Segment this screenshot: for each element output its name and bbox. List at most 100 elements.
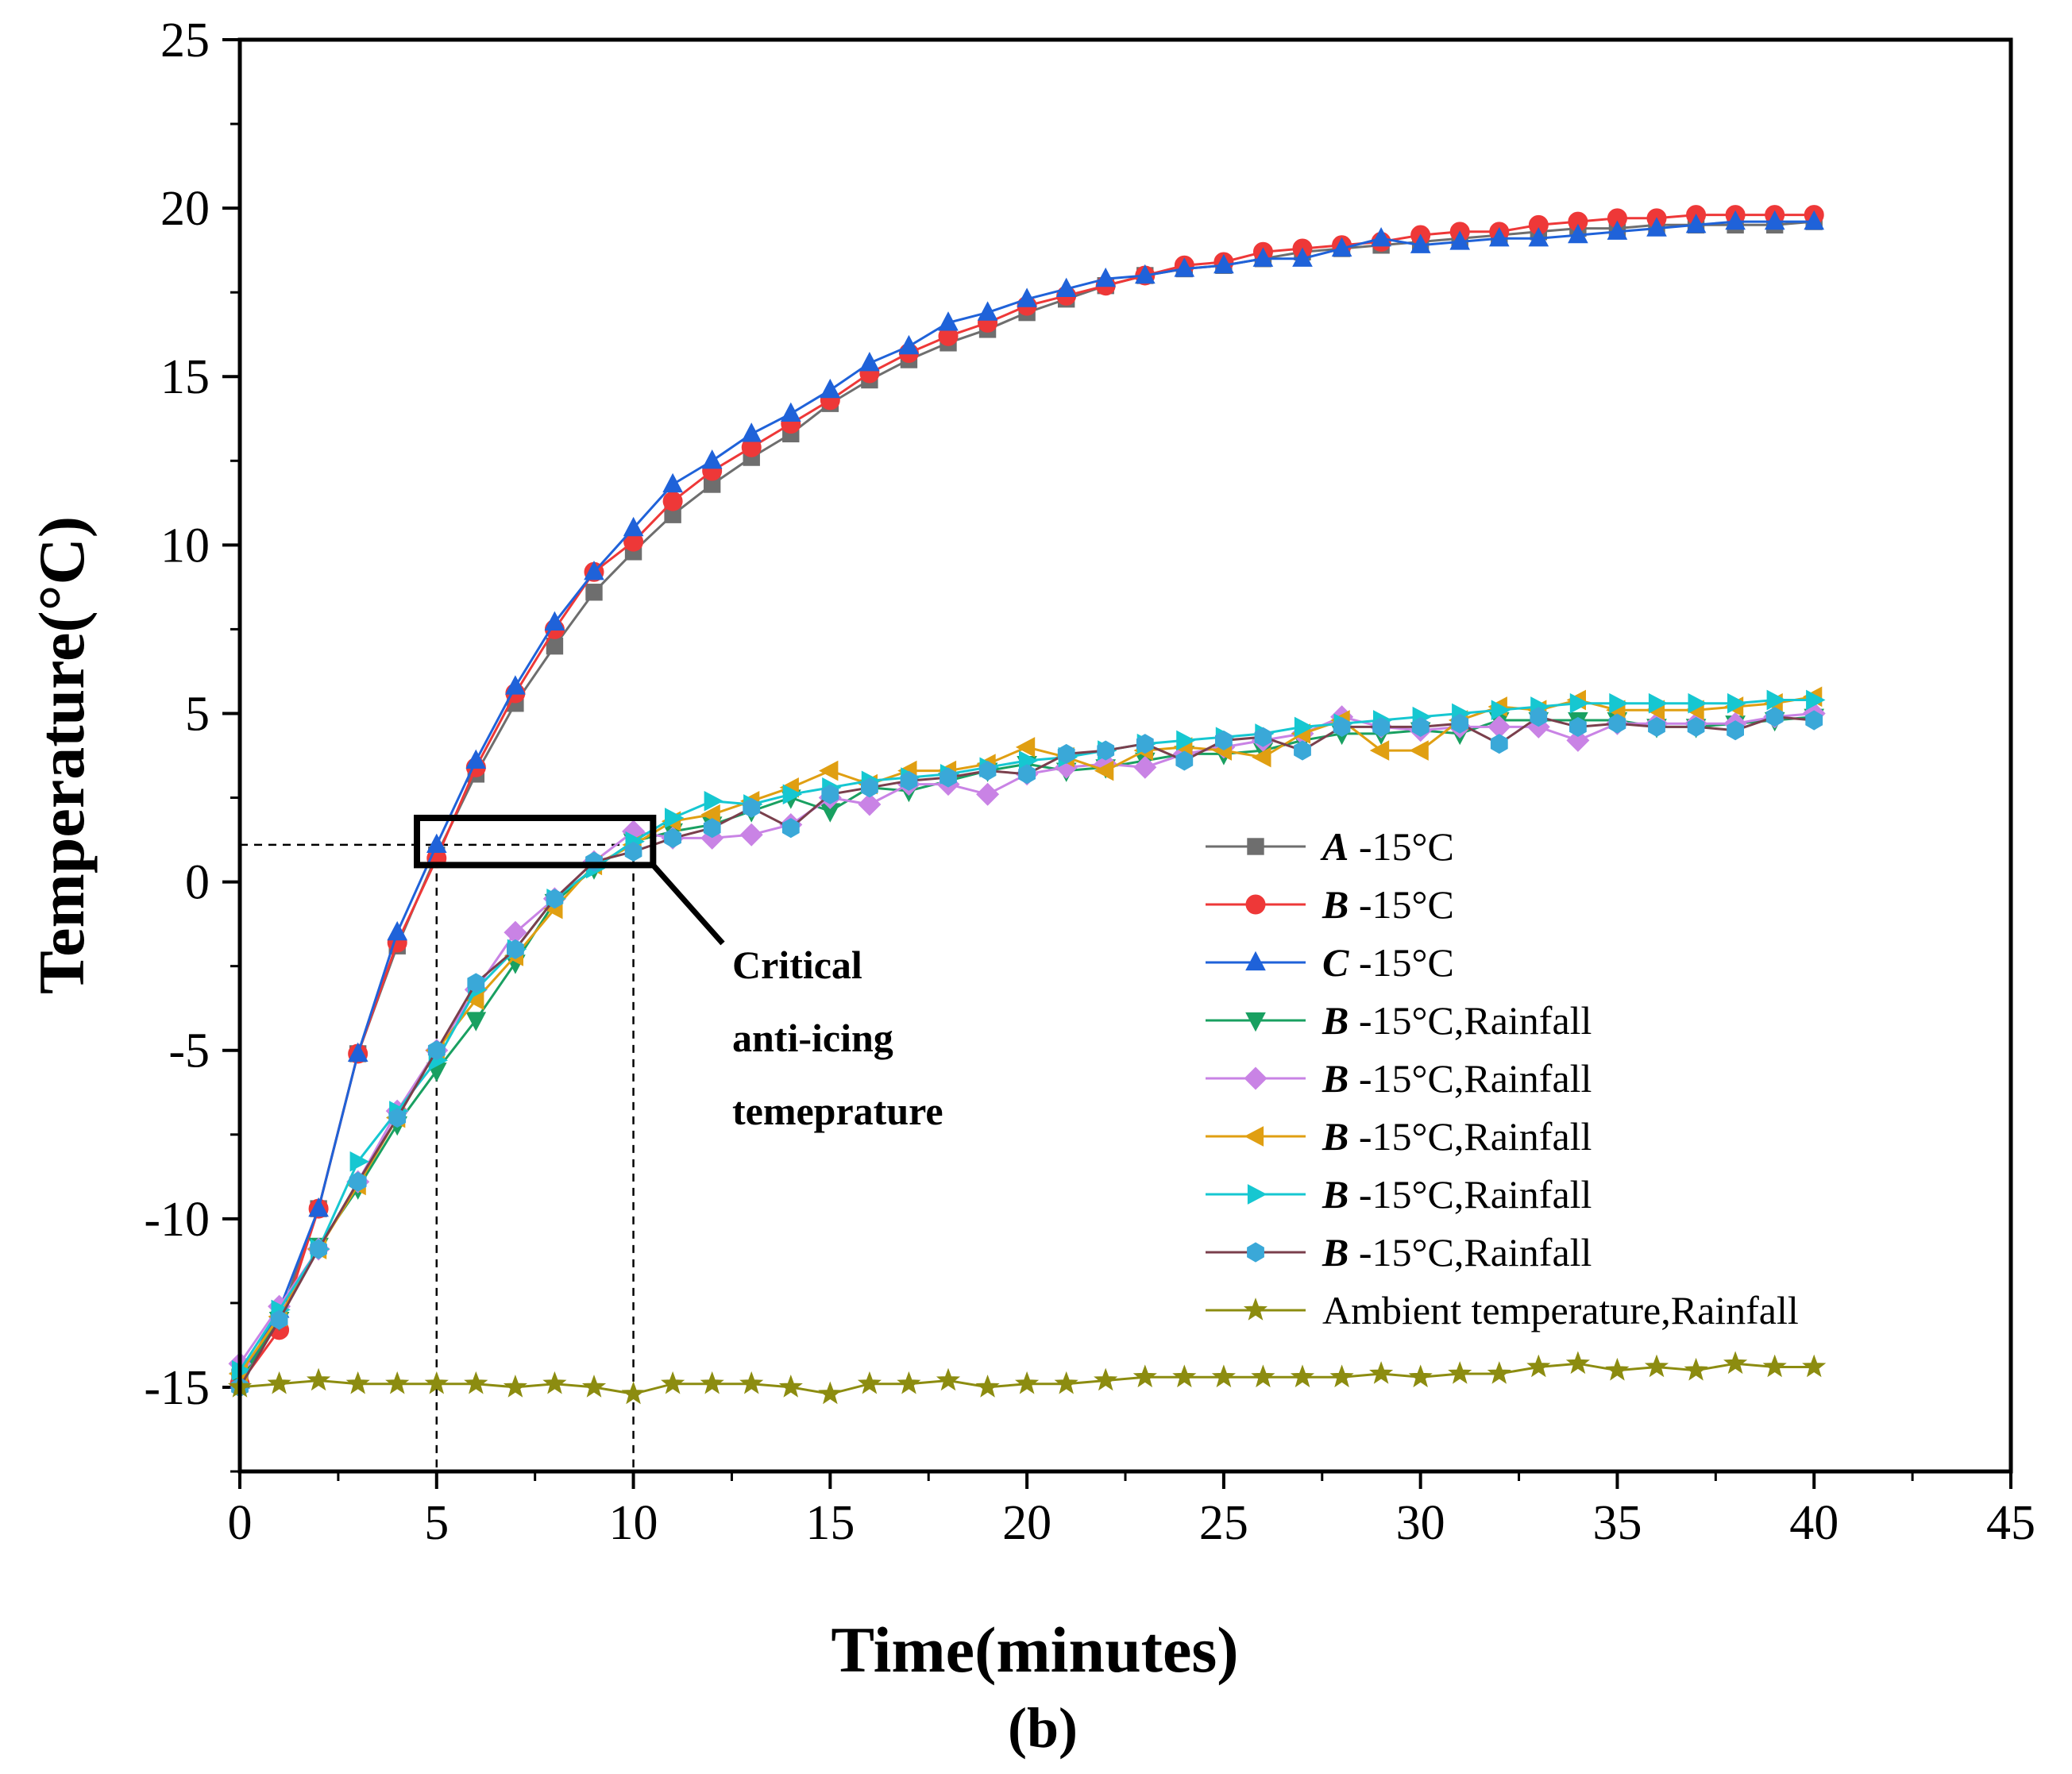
data-point — [1245, 894, 1266, 915]
data-point — [1247, 1184, 1268, 1205]
x-tick-label: 30 — [1396, 1496, 1445, 1550]
data-point — [308, 1197, 329, 1217]
data-point — [1243, 1298, 1268, 1321]
x-tick-label: 45 — [1986, 1496, 2035, 1550]
legend-label-text: -15°C — [1349, 940, 1454, 985]
data-point — [1132, 1364, 1157, 1388]
data-point — [623, 516, 644, 537]
data-point — [1244, 1126, 1264, 1147]
legend-entry: B -15°C,Rainfall — [1206, 1056, 1592, 1101]
data-point — [976, 782, 1000, 806]
x-tick-label: 0 — [228, 1496, 253, 1550]
legend-label: B -15°C — [1322, 882, 1454, 927]
data-point — [505, 675, 526, 695]
data-point — [1015, 737, 1036, 758]
data-point — [1292, 247, 1313, 267]
data-point — [1134, 264, 1156, 284]
data-point — [1727, 720, 1744, 741]
data-point — [1371, 227, 1391, 247]
legend-label: B -15°C,Rainfall — [1322, 998, 1592, 1043]
y-tick-label: 10 — [160, 519, 210, 573]
data-point — [778, 1375, 803, 1398]
data-point — [1608, 713, 1626, 734]
data-point — [1372, 716, 1390, 737]
y-tick-label: 5 — [185, 687, 210, 741]
data-point — [584, 561, 604, 580]
data-point — [1245, 1012, 1266, 1032]
data-point — [1133, 755, 1157, 779]
data-point — [819, 760, 839, 781]
x-tick-label: 5 — [424, 1496, 449, 1550]
data-point — [544, 611, 565, 631]
data-point — [782, 784, 803, 805]
data-point — [1806, 689, 1826, 711]
data-point — [1409, 740, 1429, 761]
annotation-layer: Critical anti-icing temeprature — [414, 814, 943, 1133]
data-point — [1451, 713, 1469, 734]
data-point — [1211, 1364, 1236, 1388]
ticks-layer: 0 5 10 15 20 25 30 35 40 45 -15 -10 -5 0 5 10 15 20 25 — [144, 13, 2035, 1550]
data-point — [1449, 230, 1471, 250]
legend-label-text: Ambient temperature,Rainfall — [1322, 1288, 1799, 1332]
data-point — [542, 1371, 567, 1394]
data-point — [1410, 233, 1431, 253]
legend-label-text: -15°C,Rainfall — [1349, 998, 1592, 1043]
data-point — [349, 1151, 369, 1172]
data-point — [743, 797, 761, 818]
legend-label: B -15°C,Rainfall — [1322, 1172, 1592, 1217]
data-point — [1648, 692, 1669, 714]
data-point — [1294, 740, 1311, 761]
y-tick-label: 20 — [160, 182, 210, 236]
critical-region-box — [414, 814, 657, 869]
data-point — [1526, 1354, 1551, 1378]
data-point — [1607, 220, 1628, 240]
data-point — [1251, 1364, 1275, 1388]
y-tick-label: -10 — [144, 1193, 210, 1247]
data-point — [345, 1371, 370, 1394]
data-point — [621, 1381, 646, 1405]
data-point — [664, 827, 681, 848]
data-point — [780, 402, 801, 422]
data-point — [1569, 716, 1587, 737]
data-point — [1054, 1371, 1078, 1394]
data-point — [1333, 716, 1351, 737]
data-point — [427, 1040, 446, 1061]
data-point — [1766, 689, 1786, 711]
data-point — [900, 770, 918, 791]
data-point — [424, 1371, 449, 1394]
x-tick-label: 20 — [1002, 1496, 1051, 1550]
legend-label-text: -15°C — [1349, 824, 1454, 869]
legend-label-text: -15°C,Rainfall — [1349, 1056, 1592, 1101]
y-axis-title: Temperature(°C) — [25, 516, 98, 994]
data-point — [1175, 750, 1194, 771]
guides-layer — [240, 843, 635, 1471]
legend-label: Ambient temperature,Rainfall — [1322, 1288, 1799, 1332]
y-tick-label: -5 — [168, 1024, 210, 1078]
data-point — [1094, 1367, 1118, 1391]
legend-label-text: -15°C — [1349, 882, 1454, 927]
data-point — [1448, 1361, 1472, 1384]
legend-entry: B -15°C,Rainfall — [1206, 1114, 1592, 1159]
data-point — [385, 1371, 410, 1394]
data-point — [1487, 1361, 1511, 1384]
data-point — [861, 777, 878, 798]
annotation-text-line: temeprature — [732, 1089, 943, 1133]
y-tick-label: 15 — [160, 350, 210, 404]
data-point — [1762, 1354, 1787, 1378]
data-point — [1491, 700, 1511, 721]
data-point — [1569, 692, 1590, 714]
legend-label: B -15°C,Rainfall — [1322, 1114, 1592, 1159]
data-point — [662, 472, 683, 493]
data-point — [1488, 227, 1510, 247]
x-tick-label: 25 — [1199, 1496, 1248, 1550]
legend-label-letter: B — [1322, 998, 1349, 1043]
data-point — [1644, 1354, 1669, 1378]
data-point — [857, 1371, 882, 1394]
data-point — [1565, 1351, 1590, 1375]
data-point — [1015, 1371, 1040, 1394]
legend-label: B -15°C,Rainfall — [1322, 1230, 1592, 1275]
data-point — [465, 749, 487, 769]
legend-entry: B -15°C — [1206, 882, 1454, 927]
data-point — [1805, 710, 1823, 731]
data-point — [1018, 764, 1036, 785]
